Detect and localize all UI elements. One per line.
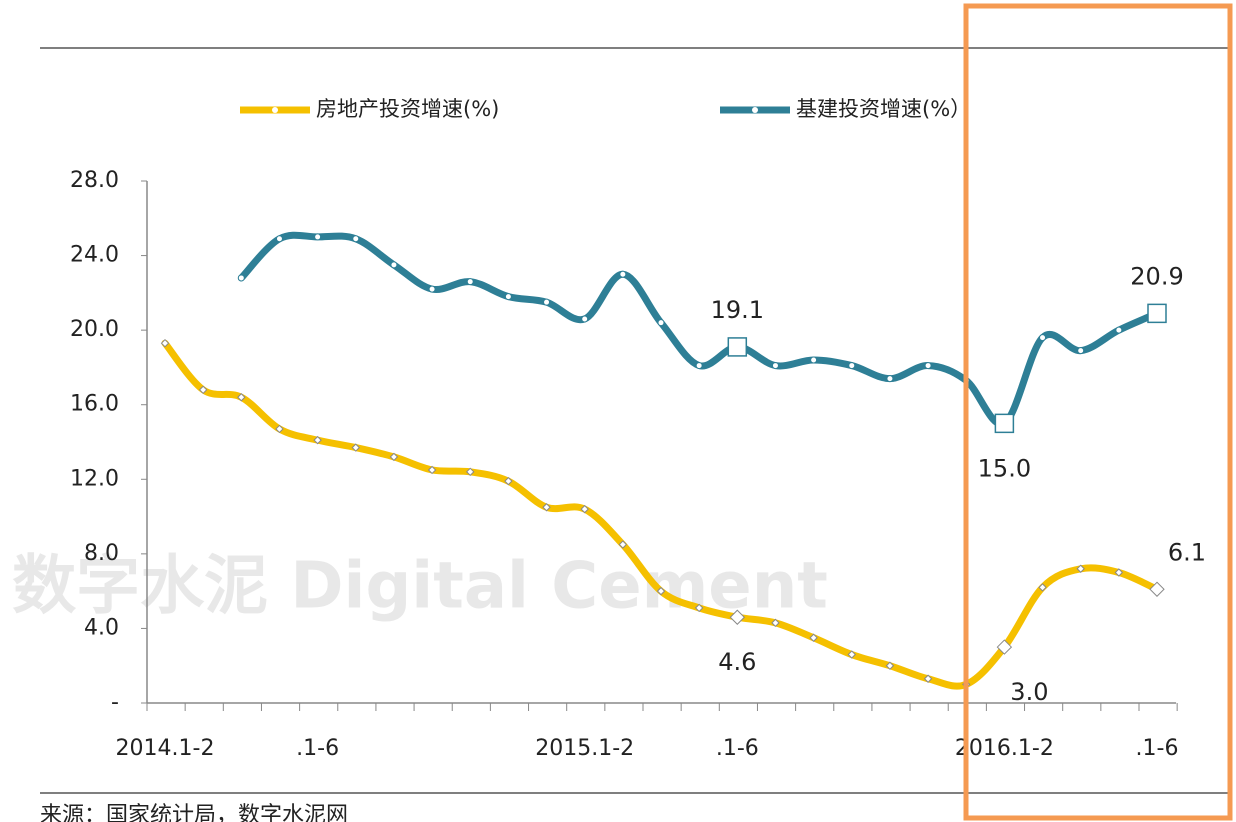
point-marker [429,286,435,292]
point-marker [1040,335,1046,341]
legend-marker [752,107,758,113]
point-marker [1116,327,1122,333]
point-marker [1148,304,1166,322]
point-marker [276,236,282,242]
data-label: 4.6 [718,648,756,676]
highlight-box [966,6,1230,818]
point-marker [849,363,855,369]
point-marker [620,271,626,277]
point-marker [811,357,817,363]
y-tick-label: 16.0 [70,392,119,417]
source: 来源：国家统计局，数字水泥网 [40,803,348,822]
y-tick-label: 20.0 [70,317,119,342]
x-tick-label: 2016.1-2 [955,736,1054,761]
data-label: 6.1 [1168,538,1206,566]
x-tick-label: .1-6 [716,736,759,761]
x-tick-label: .1-6 [1136,736,1179,761]
chart: 数字水泥 Digital Cement 来源：国家统计局，数字水泥网 -4.08… [0,0,1236,822]
legend-label: 基建投资增速(%） [796,97,971,121]
x-tick-label: 2015.1-2 [535,736,634,761]
legend-label: 房地产投资增速(%) [316,97,499,121]
x-tick-label: .1-6 [296,736,339,761]
point-marker [925,363,931,369]
point-marker [544,299,550,305]
series-line [241,235,1157,424]
y-tick-label: 28.0 [70,168,119,193]
point-marker [391,262,397,268]
point-marker [772,363,778,369]
point-marker [696,363,702,369]
data-label: 20.9 [1130,262,1183,290]
y-tick-label: 8.0 [84,541,119,566]
x-tick-label: 2014.1-2 [116,736,215,761]
point-marker [658,320,664,326]
point-marker [315,234,321,240]
point-marker [238,275,244,281]
point-marker [728,338,746,356]
y-tick-label: 24.0 [70,243,119,268]
data-label: 15.0 [978,454,1031,482]
y-tick-label: - [111,690,119,715]
legend-marker [272,107,278,113]
data-label: 19.1 [711,296,764,324]
point-marker [505,294,511,300]
series-line [165,343,1157,686]
point-marker [467,279,473,285]
point-marker [995,414,1013,432]
point-marker [887,376,893,382]
point-marker [1078,348,1084,354]
data-label: 3.0 [1010,678,1048,706]
y-tick-label: 4.0 [84,615,119,640]
point-marker [582,316,588,322]
point-marker [353,236,359,242]
y-tick-label: 12.0 [70,466,119,491]
